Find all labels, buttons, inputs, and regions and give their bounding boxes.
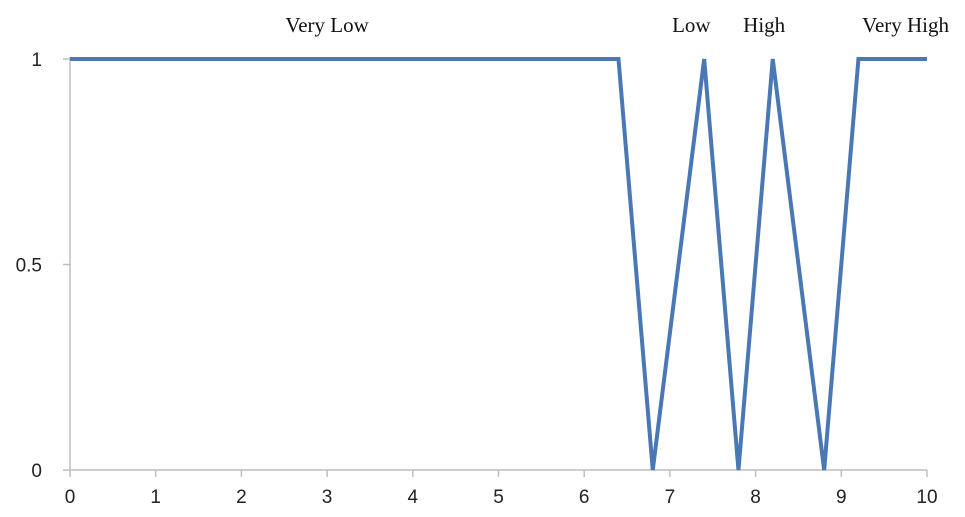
x-tick-label: 8 [750,487,761,508]
chart-axes [63,57,928,477]
x-tick-label: 4 [408,487,419,508]
x-tick-label: 6 [579,487,590,508]
annotation-label: Very High [862,13,949,37]
y-tick-label: 1 [31,50,42,71]
series-line [70,57,927,471]
x-tick-label: 0 [65,487,76,508]
x-tick-label: 9 [836,487,847,508]
chart-annotations: Very Low Low High Very High [285,13,949,37]
annotation-label: Low [672,13,711,37]
x-tick-label: 5 [493,487,504,508]
y-tick-label: 0 [31,461,42,482]
x-tick-label: 7 [665,487,676,508]
chart-series [70,57,927,471]
x-tick-label: 2 [236,487,247,508]
y-tick-label: 0.5 [16,256,42,277]
annotation-label: High [743,13,786,37]
tick-labels: 0 1 2 3 4 5 6 7 8 9 10 0 0.5 1 [16,50,938,508]
x-tick-label: 3 [322,487,333,508]
x-tick-label: 10 [916,487,937,508]
x-tick-label: 1 [150,487,161,508]
annotation-label: Very Low [285,13,369,37]
